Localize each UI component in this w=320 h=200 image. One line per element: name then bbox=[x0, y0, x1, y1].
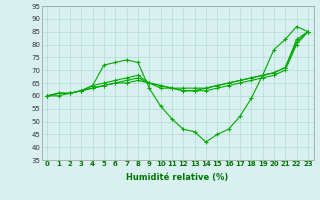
X-axis label: Humidité relative (%): Humidité relative (%) bbox=[126, 173, 229, 182]
